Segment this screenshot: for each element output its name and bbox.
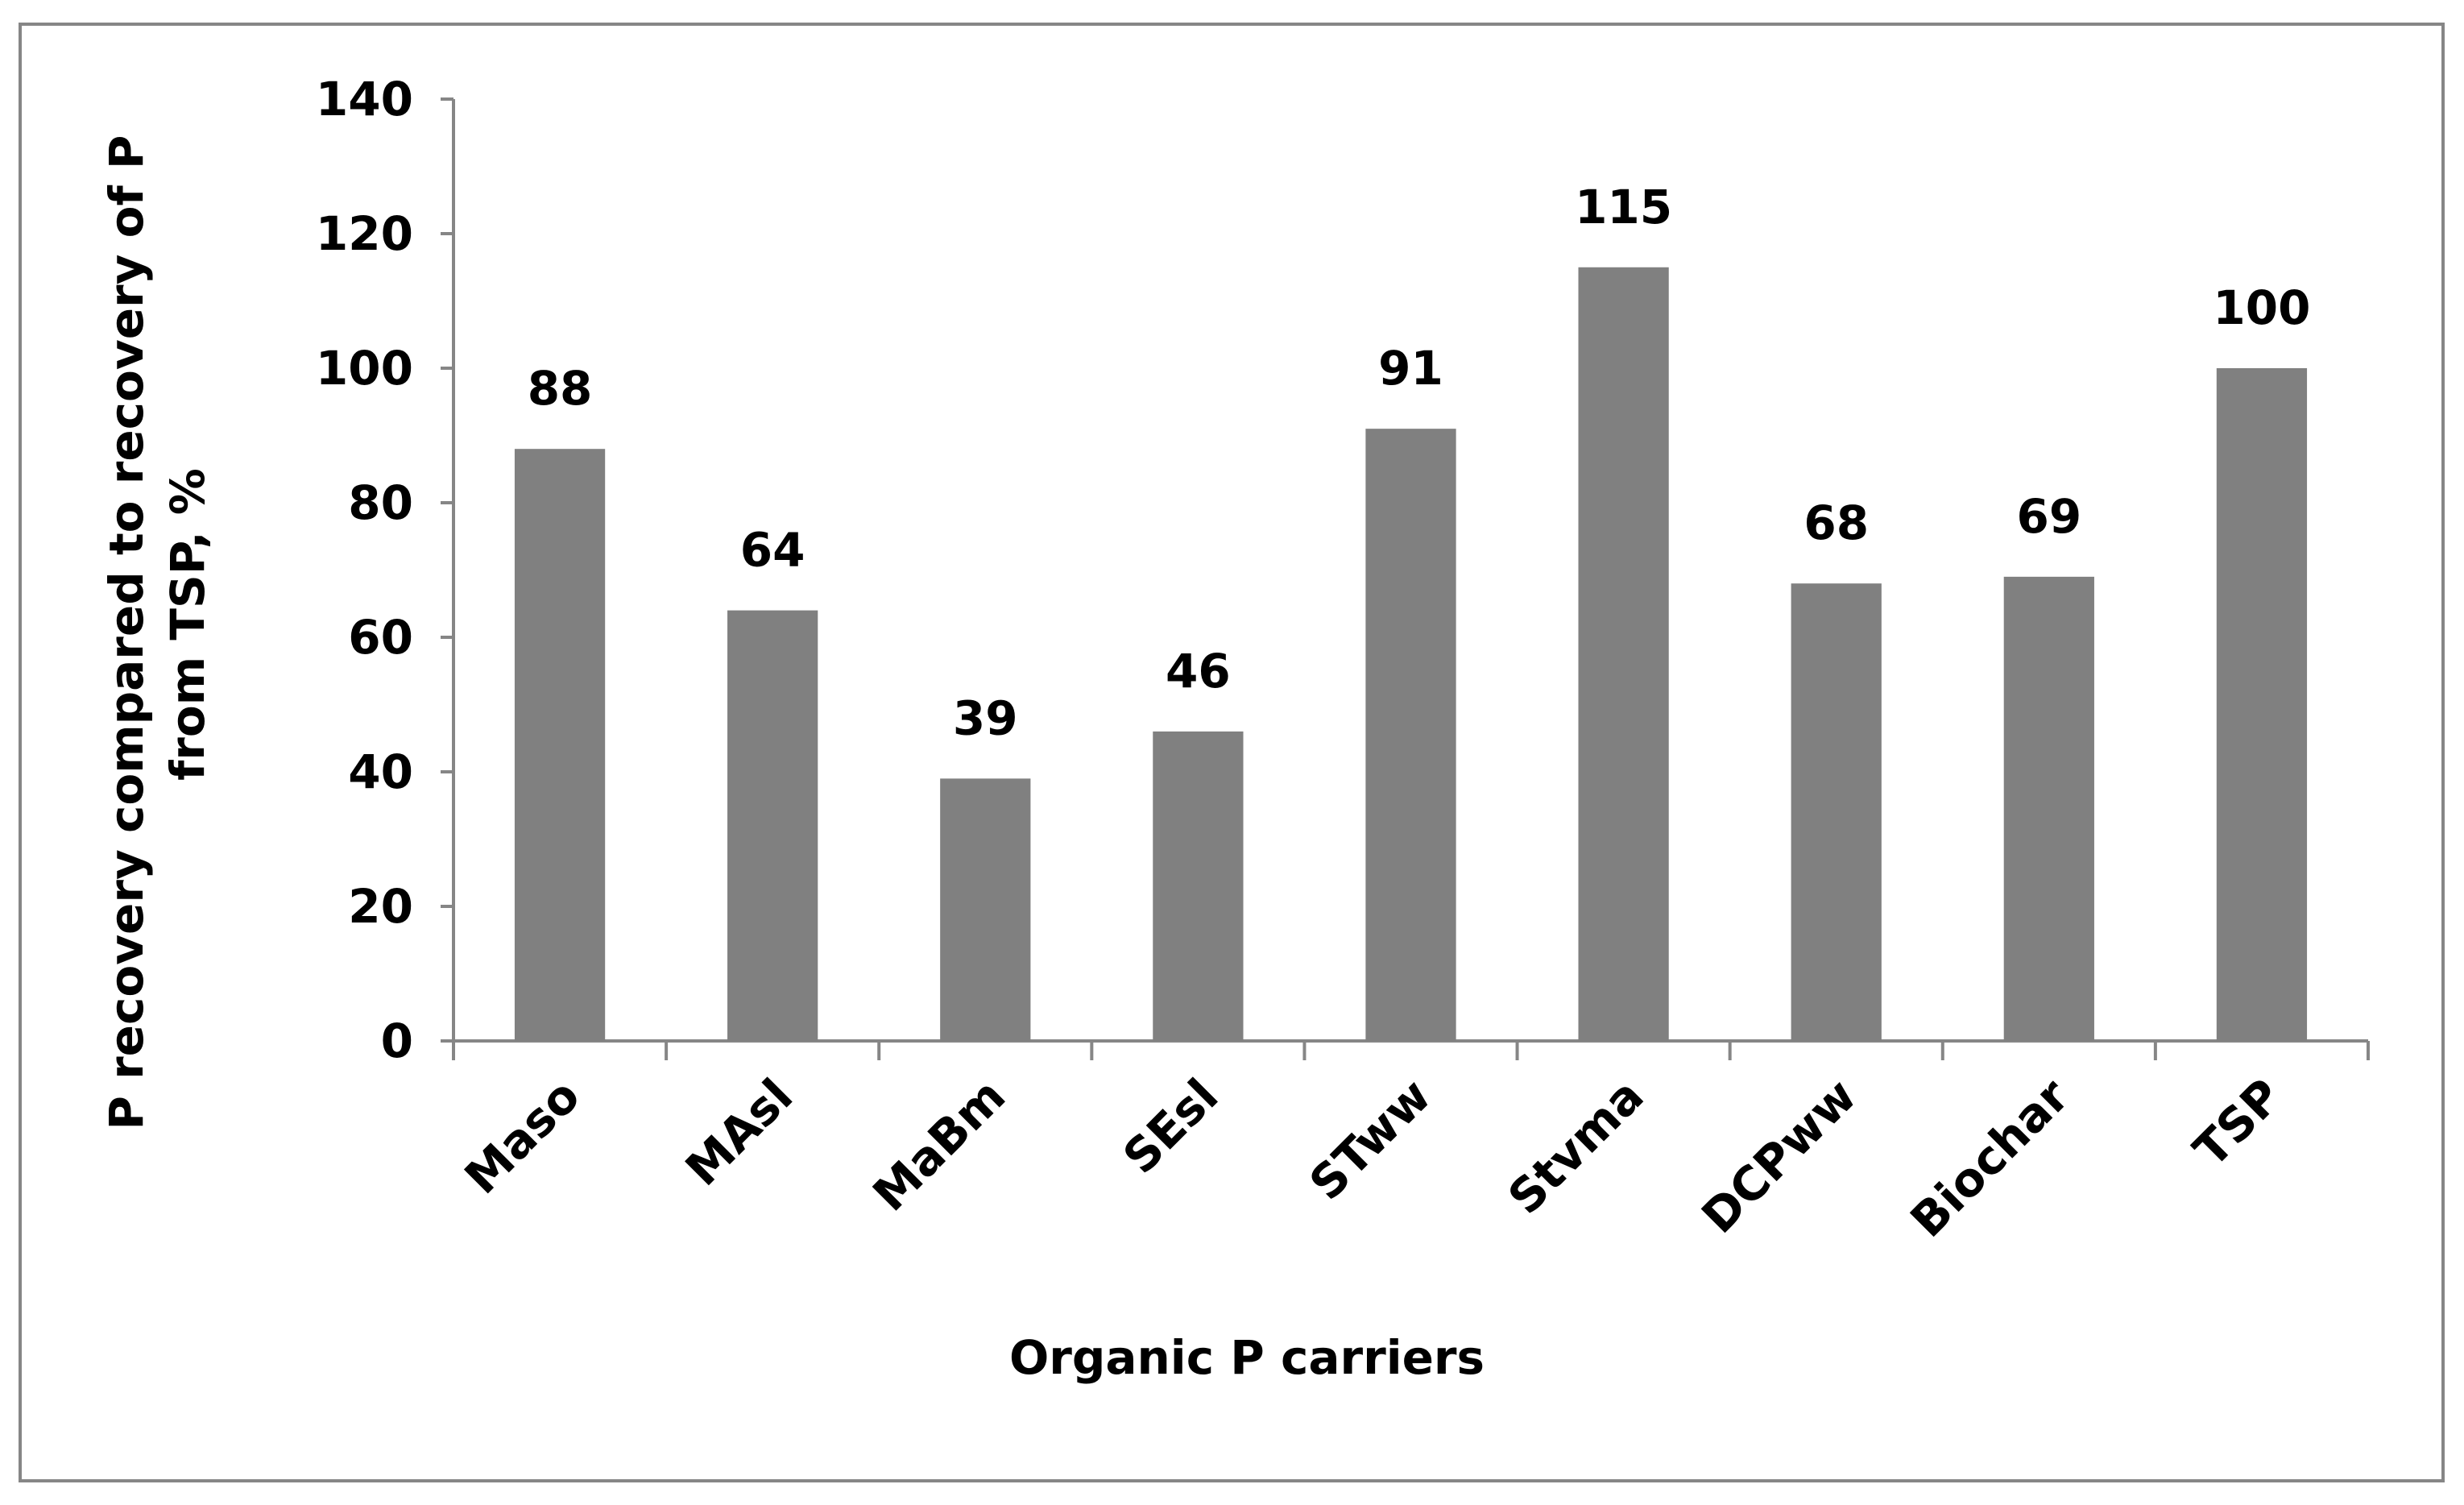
bar-dcpww	[1791, 583, 1882, 1041]
bar-maso	[514, 449, 606, 1041]
y-tick-label: 60	[348, 610, 413, 665]
y-tick-label: 140	[316, 72, 413, 126]
y-axis-title-line-2: from TSP, %	[160, 468, 215, 781]
data-label-maso: 88	[528, 361, 593, 416]
data-label-sesl: 46	[1166, 644, 1231, 699]
data-label-stww: 91	[1378, 341, 1443, 396]
data-label-dcpww: 68	[1803, 495, 1869, 550]
y-tick-label: 20	[348, 879, 413, 934]
bar-sesl	[1153, 731, 1244, 1041]
y-axis-title: P recovery compared to recovery of P fro…	[99, 118, 215, 1130]
bar-stvma	[1578, 267, 1669, 1041]
bar-stww	[1365, 429, 1456, 1041]
data-labels: 88 64 39 46 91 115 68 69 100	[528, 180, 2311, 746]
y-tick-label: 0	[381, 1014, 413, 1068]
data-label-masl: 64	[740, 523, 805, 578]
bar-tsp	[2216, 368, 2308, 1041]
data-label-tsp: 100	[2213, 280, 2310, 335]
y-axis-title-line-1: P recovery compared to recovery of P	[99, 135, 154, 1130]
data-label-biochar: 69	[2016, 489, 2081, 544]
data-label-mabm: 39	[953, 690, 1018, 745]
bars	[514, 267, 2308, 1041]
y-tick-label: 120	[316, 206, 413, 261]
y-tick-label: 100	[316, 341, 413, 396]
y-tick-label: 40	[348, 744, 413, 799]
bar-mabm	[940, 778, 1031, 1041]
y-tick-label: 80	[348, 475, 413, 530]
bar-biochar	[2003, 576, 2094, 1041]
y-axis: 0 20 40 60 80 100 120 140	[316, 72, 455, 1068]
x-axis-title: Organic P carriers	[1009, 1330, 1485, 1385]
bar-masl	[727, 610, 818, 1041]
data-label-stvma: 115	[1575, 180, 1672, 234]
